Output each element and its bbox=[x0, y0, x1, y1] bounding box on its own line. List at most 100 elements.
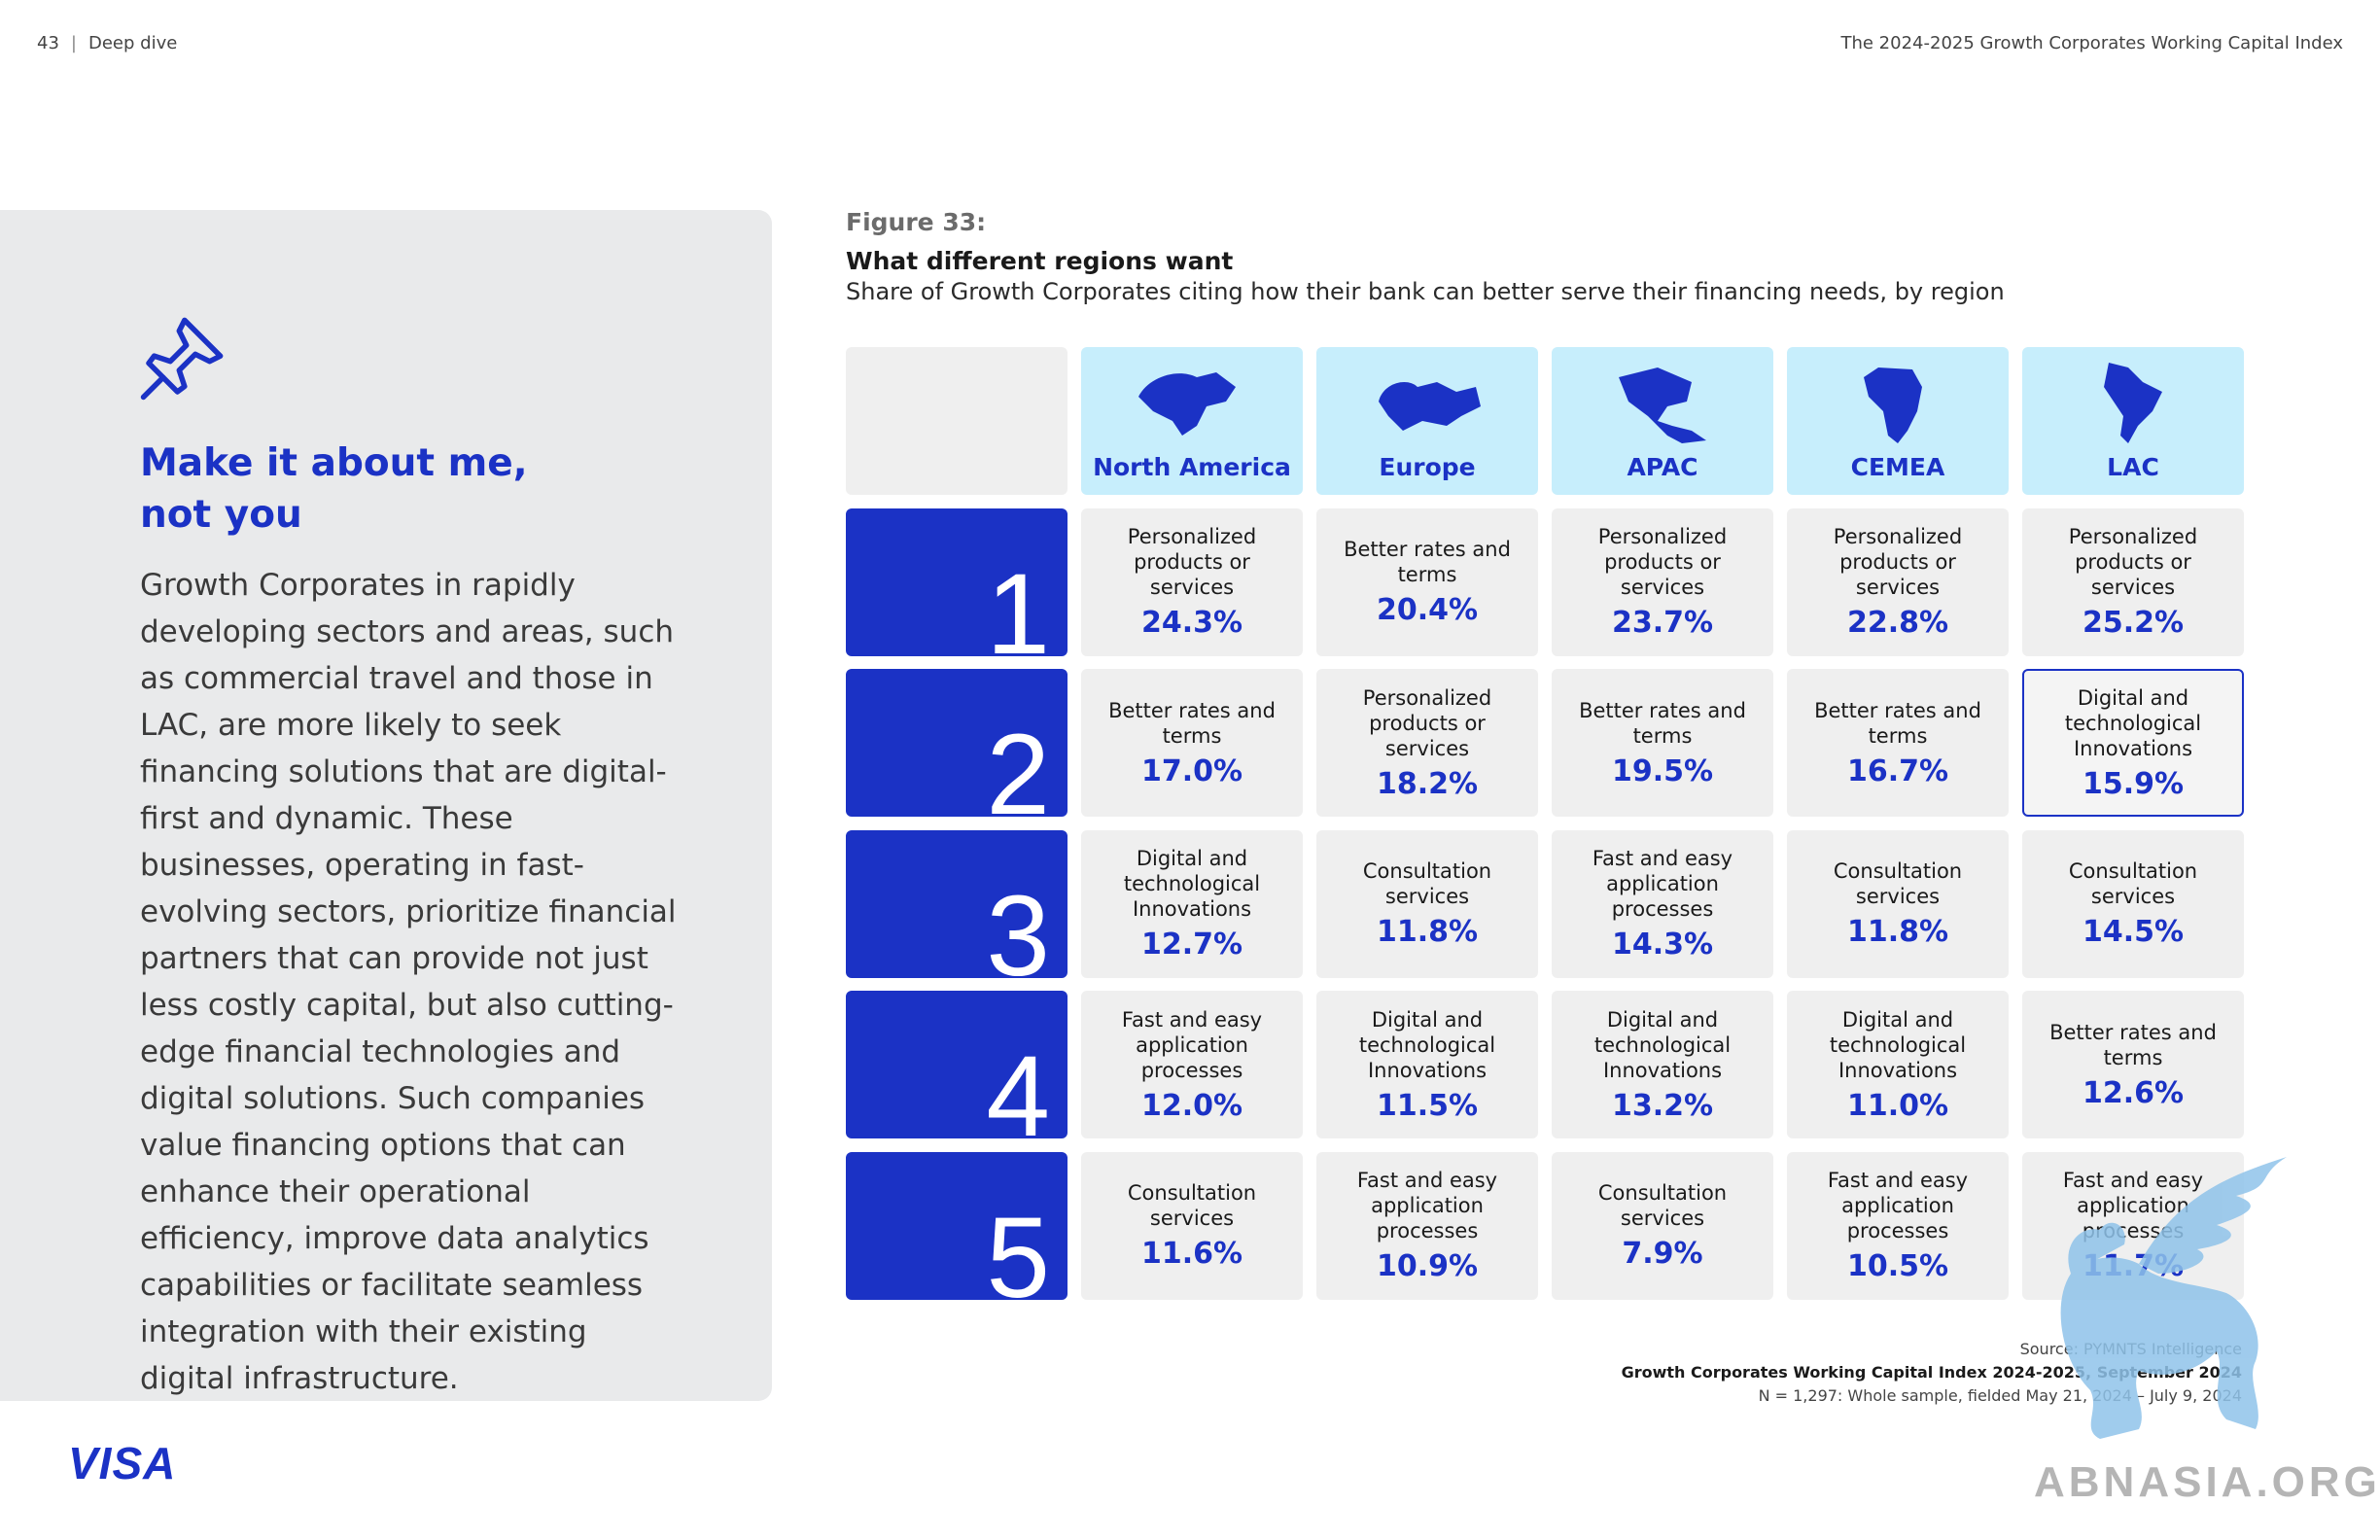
region-name: CEMEA bbox=[1850, 453, 1945, 481]
item-value: 13.2% bbox=[1611, 1088, 1714, 1123]
item-value: 11.8% bbox=[1376, 915, 1479, 949]
item-label: Better rates and terms bbox=[1108, 698, 1276, 748]
item-label: Better rates and terms bbox=[2049, 1020, 2217, 1069]
table-cell: Digital and technological Innovations 11.… bbox=[1787, 991, 2009, 1138]
header-separator: | bbox=[70, 33, 77, 53]
item-label: Consultation services bbox=[1833, 859, 1963, 908]
table-cell: Digital and technological Innovations 12.… bbox=[1081, 829, 1303, 978]
table-cell: Digital and technological Innovations 11.… bbox=[1316, 991, 1538, 1138]
table-cell: Better rates and terms 12.6% bbox=[2022, 991, 2244, 1138]
item-value: 12.0% bbox=[1140, 1088, 1243, 1123]
table-corner bbox=[846, 347, 1068, 495]
region-name: North America bbox=[1093, 453, 1291, 481]
callout-panel bbox=[0, 210, 772, 1401]
item-value: 19.5% bbox=[1611, 753, 1714, 788]
item-value: 11.8% bbox=[1846, 915, 1949, 949]
region-ranking-table: North America Europe APAC CEMEA LAC 1 Personal… bbox=[846, 347, 2244, 1300]
rank-cell: 2 bbox=[846, 669, 1068, 817]
rank-number: 3 bbox=[986, 871, 1050, 978]
visa-logo: VISA bbox=[68, 1438, 177, 1488]
table-cell: Fast and easy application processes 14.3% bbox=[1552, 829, 1773, 978]
callout-heading-line2: not you bbox=[140, 493, 302, 537]
item-value: 23.7% bbox=[1611, 606, 1714, 640]
table-cell: Fast and easy application processes 10.5% bbox=[1787, 1151, 2009, 1300]
item-value: 16.7% bbox=[1846, 753, 1949, 788]
callout-body: Growth Corporates in rapidly developing … bbox=[140, 568, 677, 1396]
item-label: Digital and technological Innovations bbox=[2064, 685, 2202, 760]
figure-label: Figure 33: bbox=[846, 208, 987, 236]
region-header: LAC bbox=[2022, 347, 2244, 495]
item-label: Digital and technological Innovations bbox=[1123, 847, 1261, 921]
table-cell: Better rates and terms 19.5% bbox=[1552, 669, 1773, 817]
callout-heading-line1: Make it about me, bbox=[140, 441, 528, 485]
item-value: 7.9% bbox=[1622, 1237, 1703, 1271]
item-value: 12.6% bbox=[2082, 1075, 2185, 1110]
item-label: Personalized products or services bbox=[2068, 525, 2198, 599]
table-cell: Fast and easy application processes 10.9% bbox=[1316, 1151, 1538, 1300]
rank-number: 1 bbox=[986, 549, 1050, 656]
item-value: 12.7% bbox=[1140, 928, 1243, 962]
item-label: Personalized products or services bbox=[1127, 525, 1257, 599]
pushpin-icon bbox=[140, 317, 224, 401]
item-value: 24.3% bbox=[1140, 606, 1243, 640]
item-value: 15.9% bbox=[2082, 766, 2185, 801]
item-label: Personalized products or services bbox=[1362, 685, 1492, 760]
item-value: 22.8% bbox=[1846, 606, 1949, 640]
item-value: 10.5% bbox=[1846, 1249, 1949, 1283]
region-map-icon bbox=[1619, 368, 1706, 443]
item-label: Consultation services bbox=[1597, 1181, 1728, 1230]
region-header: Europe bbox=[1316, 347, 1538, 495]
figure-title: What different regions want bbox=[846, 247, 1234, 275]
table-cell: Consultation services 7.9% bbox=[1552, 1151, 1773, 1300]
rank-number: 5 bbox=[986, 1193, 1050, 1300]
item-value: 11.6% bbox=[1140, 1237, 1243, 1271]
region-header: North America bbox=[1081, 347, 1303, 495]
region-map-icon bbox=[2104, 363, 2162, 443]
table-cell: Better rates and terms 17.0% bbox=[1081, 669, 1303, 817]
item-label: Fast and easy application processes bbox=[1121, 1007, 1263, 1082]
item-label: Digital and technological Innovations bbox=[1829, 1007, 1967, 1082]
region-header: CEMEA bbox=[1787, 347, 2009, 495]
rank-cell: 1 bbox=[846, 508, 1068, 656]
item-label: Fast and easy application processes bbox=[1592, 847, 1733, 921]
rank-number: 4 bbox=[986, 1032, 1050, 1138]
rank-cell: 4 bbox=[846, 991, 1068, 1138]
item-value: 11.5% bbox=[1376, 1088, 1479, 1123]
region-name: Europe bbox=[1379, 453, 1476, 481]
item-value: 11.0% bbox=[1846, 1088, 1949, 1123]
watermark-text: ABNASIA.ORG bbox=[2034, 1458, 2380, 1506]
item-label: Better rates and terms bbox=[1579, 698, 1746, 748]
item-label: Consultation services bbox=[2068, 859, 2198, 908]
table-cell: Consultation services 14.5% bbox=[2022, 829, 2244, 978]
table-cell: Fast and easy application processes 12.0% bbox=[1081, 991, 1303, 1138]
table-cell: Personalized products or services 18.2% bbox=[1316, 669, 1538, 817]
item-value: 14.5% bbox=[2082, 915, 2185, 949]
table-cell: Digital and technological Innovations 13.… bbox=[1552, 991, 1773, 1138]
table-cell: Personalized products or services 23.7% bbox=[1552, 508, 1773, 656]
table-cell: Consultation services 11.8% bbox=[1787, 829, 2009, 978]
rank-number: 2 bbox=[986, 711, 1050, 817]
figure-subtitle: Share of Growth Corporates citing how th… bbox=[846, 278, 2005, 305]
table-cell: Consultation services 11.8% bbox=[1316, 829, 1538, 978]
page-header-left: 43 | Deep dive bbox=[37, 33, 177, 53]
rank-cell: 5 bbox=[846, 1151, 1068, 1300]
table-cell: Better rates and terms 20.4% bbox=[1316, 508, 1538, 656]
item-value: 10.9% bbox=[1376, 1249, 1479, 1283]
item-value: 20.4% bbox=[1376, 593, 1479, 627]
winged-lion-watermark-icon bbox=[2060, 1157, 2287, 1439]
table-cell: Consultation services 11.6% bbox=[1081, 1151, 1303, 1300]
item-label: Fast and easy application processes bbox=[2062, 1169, 2204, 1242]
item-label: Digital and technological Innovations bbox=[1358, 1007, 1496, 1082]
item-value: 25.2% bbox=[2082, 606, 2185, 640]
callout-heading: Make it about me, not you bbox=[140, 438, 684, 541]
item-label: Consultation services bbox=[1362, 859, 1492, 908]
region-map-icon bbox=[1379, 382, 1481, 431]
item-label: Consultation services bbox=[1127, 1181, 1257, 1230]
report-title: The 2024-2025 Growth Corporates Working … bbox=[1840, 33, 2343, 53]
page-number: 43 bbox=[37, 33, 59, 53]
table-cell: Better rates and terms 16.7% bbox=[1787, 669, 2009, 817]
region-map-icon bbox=[1138, 372, 1236, 436]
item-label: Better rates and terms bbox=[1344, 538, 1511, 586]
table-cell: Personalized products or services 22.8% bbox=[1787, 508, 2009, 656]
item-value: 14.3% bbox=[1611, 928, 1714, 962]
